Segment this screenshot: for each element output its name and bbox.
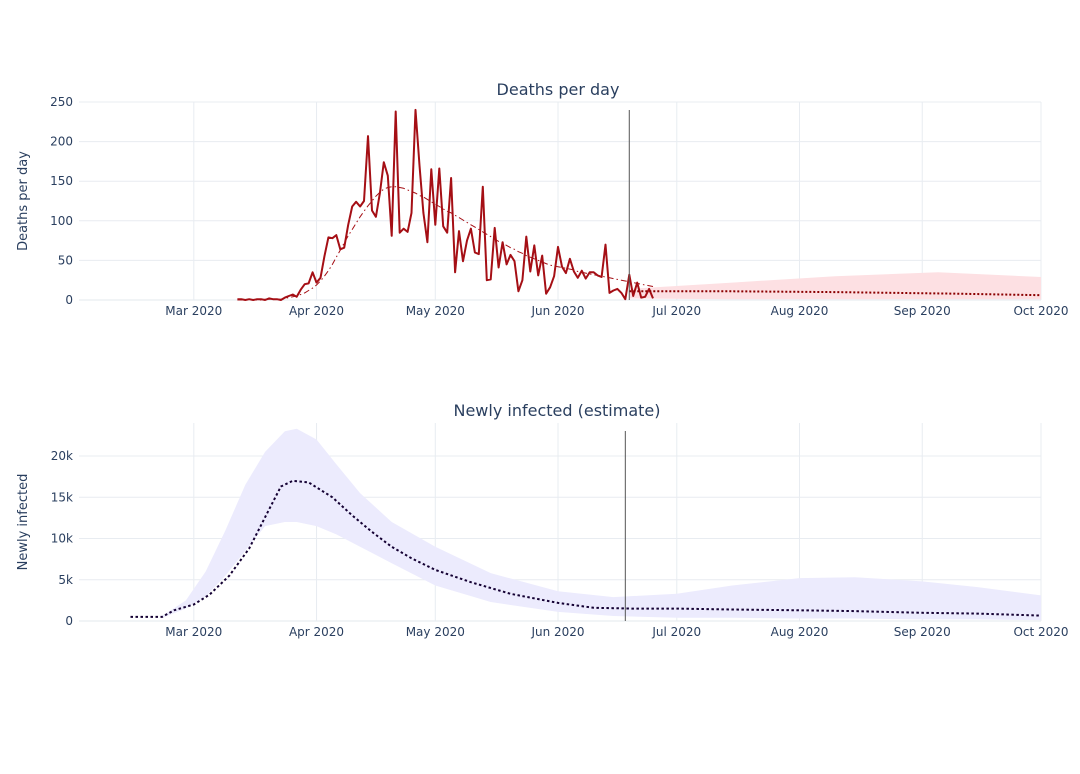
x-tick-label: Aug 2020 bbox=[771, 625, 829, 639]
x-tick-label: May 2020 bbox=[406, 304, 465, 318]
deaths-y-tick-labels: 0 50 100 150 200 250 bbox=[50, 95, 73, 307]
deaths-chart: Deaths per day Deaths per day 0 50 100 150 2… bbox=[16, 80, 1069, 318]
deaths-x-tick-labels: Mar 2020 Apr 2020 May 2020 Jun 2020 Jul 2020… bbox=[165, 304, 1068, 318]
series-line-solid bbox=[237, 108, 654, 301]
deaths-chart-title: Deaths per day bbox=[497, 80, 620, 99]
x-tick-label: Jun 2020 bbox=[530, 625, 584, 639]
x-tick-label: Apr 2020 bbox=[289, 304, 344, 318]
infected-y-axis-title: Newly infected bbox=[16, 474, 31, 571]
y-tick-label: 150 bbox=[50, 174, 73, 188]
infected-uncertainty-band bbox=[162, 428, 1041, 621]
x-tick-label: May 2020 bbox=[406, 625, 465, 639]
series-line-dashdot bbox=[237, 186, 654, 301]
x-tick-label: Jul 2020 bbox=[651, 625, 701, 639]
deaths-gridlines bbox=[79, 101, 1042, 301]
y-tick-label: 100 bbox=[50, 214, 73, 228]
y-tick-label: 200 bbox=[50, 135, 73, 149]
x-tick-label: Mar 2020 bbox=[165, 304, 222, 318]
deaths-series-lines bbox=[237, 108, 1042, 301]
infected-chart-title: Newly infected (estimate) bbox=[453, 401, 660, 420]
x-tick-label: Sep 2020 bbox=[894, 625, 951, 639]
y-tick-label: 20k bbox=[51, 449, 73, 463]
x-tick-label: Apr 2020 bbox=[289, 625, 344, 639]
y-tick-label: 10k bbox=[51, 532, 73, 546]
x-tick-label: Mar 2020 bbox=[165, 625, 222, 639]
infected-chart: Newly infected (estimate) Newly infected… bbox=[16, 401, 1069, 639]
x-tick-label: Aug 2020 bbox=[771, 304, 829, 318]
x-tick-label: Sep 2020 bbox=[894, 304, 951, 318]
y-tick-label: 250 bbox=[50, 95, 73, 109]
y-tick-label: 15k bbox=[51, 490, 73, 504]
deaths-y-axis-title: Deaths per day bbox=[16, 151, 31, 251]
uncertainty-band bbox=[162, 428, 1041, 621]
infected-x-tick-labels: Mar 2020 Apr 2020 May 2020 Jun 2020 Jul 2020… bbox=[165, 625, 1068, 639]
y-tick-label: 0 bbox=[65, 293, 73, 307]
deaths-forecast-band bbox=[629, 272, 1041, 300]
x-tick-label: Jul 2020 bbox=[651, 304, 701, 318]
x-tick-label: Oct 2020 bbox=[1013, 625, 1068, 639]
uncertainty-band bbox=[629, 272, 1041, 300]
y-tick-label: 5k bbox=[58, 573, 73, 587]
y-tick-label: 0 bbox=[65, 614, 73, 628]
x-tick-label: Oct 2020 bbox=[1013, 304, 1068, 318]
series-line-dotted bbox=[629, 290, 1042, 297]
y-tick-label: 50 bbox=[58, 253, 73, 267]
x-tick-label: Jun 2020 bbox=[530, 304, 584, 318]
infected-y-tick-labels: 0 5k 10k 15k 20k bbox=[51, 449, 73, 628]
